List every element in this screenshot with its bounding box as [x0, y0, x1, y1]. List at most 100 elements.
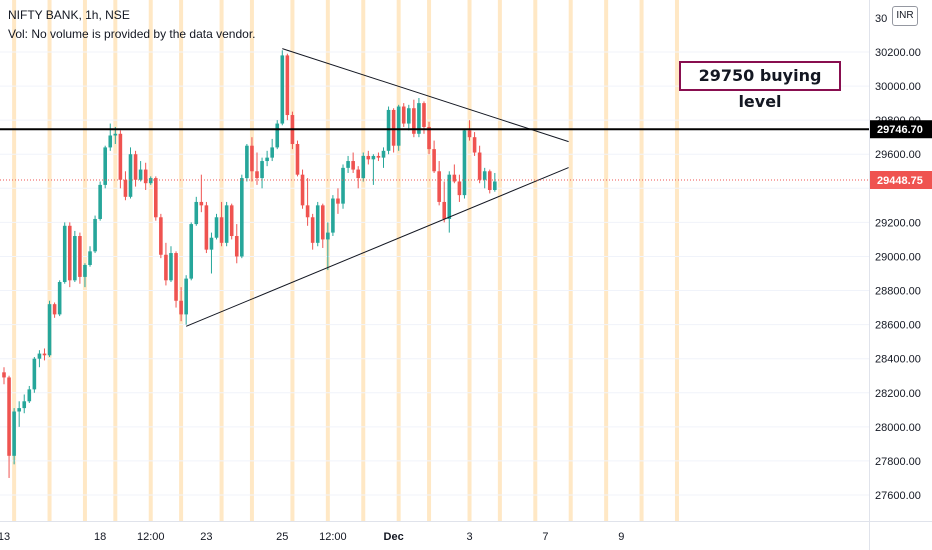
x-tick-label: 12:00	[319, 531, 347, 543]
candle-body	[336, 198, 340, 204]
candle-body	[305, 205, 310, 218]
candle-body	[194, 201, 199, 225]
last-price-label: 29448.75	[877, 175, 923, 187]
candle-body	[174, 253, 178, 301]
y-tick-label: 28000.00	[875, 422, 921, 434]
candle-body	[7, 377, 11, 456]
candle-body	[452, 174, 457, 182]
volume-note: Vol: No volume is provided by the data v…	[8, 27, 256, 41]
candle-body	[391, 109, 396, 146]
candle-body	[37, 353, 42, 359]
candle-body	[366, 155, 371, 160]
session-band	[290, 0, 295, 521]
candle-body	[184, 278, 188, 315]
y-tick-label: 29200.00	[875, 217, 921, 229]
y-tick-label: 28800.00	[875, 286, 921, 298]
candle-body	[123, 179, 128, 197]
candle-body	[462, 130, 467, 196]
candle-body	[401, 106, 406, 124]
candle-body	[154, 178, 158, 218]
candle-body	[437, 171, 441, 202]
currency-badge[interactable]: INR	[892, 6, 918, 26]
session-band	[396, 0, 401, 521]
x-tick-label: 23	[200, 531, 212, 543]
session-band	[568, 0, 573, 521]
candle-body	[159, 217, 163, 255]
candle-body	[407, 108, 411, 124]
x-tick-label: 25	[276, 531, 288, 543]
x-tick-label: 3	[466, 531, 472, 543]
session-band	[179, 0, 184, 521]
y-tick-label: 30000.00	[875, 81, 921, 93]
candle-body	[229, 205, 234, 237]
candle-body	[493, 181, 497, 191]
candle-body	[396, 106, 401, 146]
symbol-title: NIFTY BANK, 1h, NSE	[8, 8, 130, 22]
y-tick-label: 30	[875, 13, 887, 25]
candle-body	[265, 157, 269, 162]
session-band	[427, 0, 432, 521]
candle-body	[209, 237, 214, 250]
buying-level-note[interactable]: 29750 buying level	[679, 61, 841, 111]
candle-body	[326, 232, 330, 240]
candle-body	[103, 147, 107, 185]
candle-body	[219, 217, 224, 243]
candle-body	[275, 123, 280, 148]
candle-body	[412, 108, 416, 134]
candle-body	[113, 133, 118, 136]
candle-body	[300, 174, 305, 206]
y-tick-label: 28200.00	[875, 388, 921, 400]
level-price-label: 29746.70	[877, 124, 923, 136]
candle-body	[22, 401, 27, 409]
candle-body	[133, 154, 138, 180]
candle-body	[432, 149, 436, 172]
y-tick-label: 27600.00	[875, 490, 921, 502]
candle-body	[83, 264, 87, 277]
candle-body	[427, 126, 431, 150]
candle-body	[371, 155, 376, 160]
session-band	[497, 0, 502, 521]
candle-body	[250, 145, 254, 172]
session-band	[113, 0, 118, 521]
session-band	[674, 0, 679, 521]
session-band	[12, 0, 17, 521]
session-band	[467, 0, 472, 521]
candle-body	[487, 171, 492, 191]
candle-body	[27, 389, 32, 402]
session-band	[82, 0, 87, 521]
candle-body	[422, 103, 426, 127]
candle-body	[62, 225, 67, 283]
candle-body	[143, 169, 148, 184]
candle-body	[164, 254, 168, 281]
candle-body	[356, 169, 360, 179]
candle-body	[351, 161, 355, 170]
candle-body	[52, 304, 57, 315]
candle-body	[315, 205, 320, 243]
candle-body	[477, 152, 482, 180]
candle-body	[270, 147, 274, 158]
last-price-box	[870, 171, 932, 190]
candle-body	[447, 174, 452, 219]
candle-body	[224, 205, 229, 243]
candle-body	[88, 251, 92, 265]
candle-body	[17, 408, 21, 412]
candle-body	[310, 217, 315, 243]
candle-body	[148, 178, 153, 184]
candle-body	[442, 201, 447, 219]
candle-body	[179, 300, 183, 315]
y-tick-label: 28600.00	[875, 320, 921, 332]
session-band	[639, 0, 644, 521]
candle-body	[42, 353, 47, 356]
session-band	[361, 0, 366, 521]
candle-body	[376, 155, 381, 158]
session-band	[604, 0, 609, 521]
session-band	[148, 0, 153, 521]
candle-body	[78, 236, 82, 277]
candle-body	[189, 224, 194, 279]
candle-body	[204, 205, 209, 250]
candle-body	[417, 103, 421, 134]
candle-body	[472, 137, 477, 153]
candle-body	[67, 225, 72, 281]
